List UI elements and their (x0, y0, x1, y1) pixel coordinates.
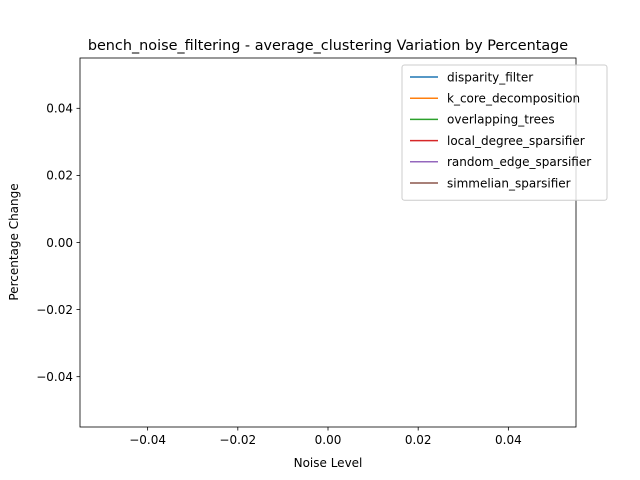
x-tick-label: 0.02 (405, 433, 432, 447)
legend: disparity_filter k_core_decompositionover… (401, 64, 608, 201)
legend-label-1: k_core_decomposition (447, 92, 580, 106)
y-tick-label: 0.00 (46, 236, 73, 250)
legend-box (401, 64, 608, 201)
legend-label-5: simmelian_sparsifier (447, 176, 571, 190)
x-axis: −0.04 −0.02 0.00 0.02 0.04 (129, 427, 522, 447)
x-tick-label: −0.02 (219, 433, 256, 447)
y-tick-label: 0.02 (46, 169, 73, 183)
y-tick-label: −0.04 (36, 370, 73, 384)
legend-label-2: overlapping_trees (447, 113, 555, 127)
x-tick-label: −0.04 (129, 433, 166, 447)
y-tick-label: −0.02 (36, 303, 73, 317)
y-axis-label: Percentage Change (7, 183, 21, 300)
legend-label-0: disparity_filter (447, 70, 533, 84)
legend-label-4: random_edge_sparsifier (447, 155, 591, 169)
legend-label-3: local_degree_sparsifier (447, 134, 585, 148)
y-tick-label: 0.04 (46, 102, 73, 116)
y-axis: −0.04 −0.02 0.00 0.02 0.04 (36, 102, 80, 384)
x-axis-label: Noise Level (294, 456, 363, 470)
chart-title: bench_noise_filtering - average_clusteri… (88, 38, 568, 54)
x-tick-label: 0.00 (315, 433, 342, 447)
x-tick-label: 0.04 (495, 433, 522, 447)
